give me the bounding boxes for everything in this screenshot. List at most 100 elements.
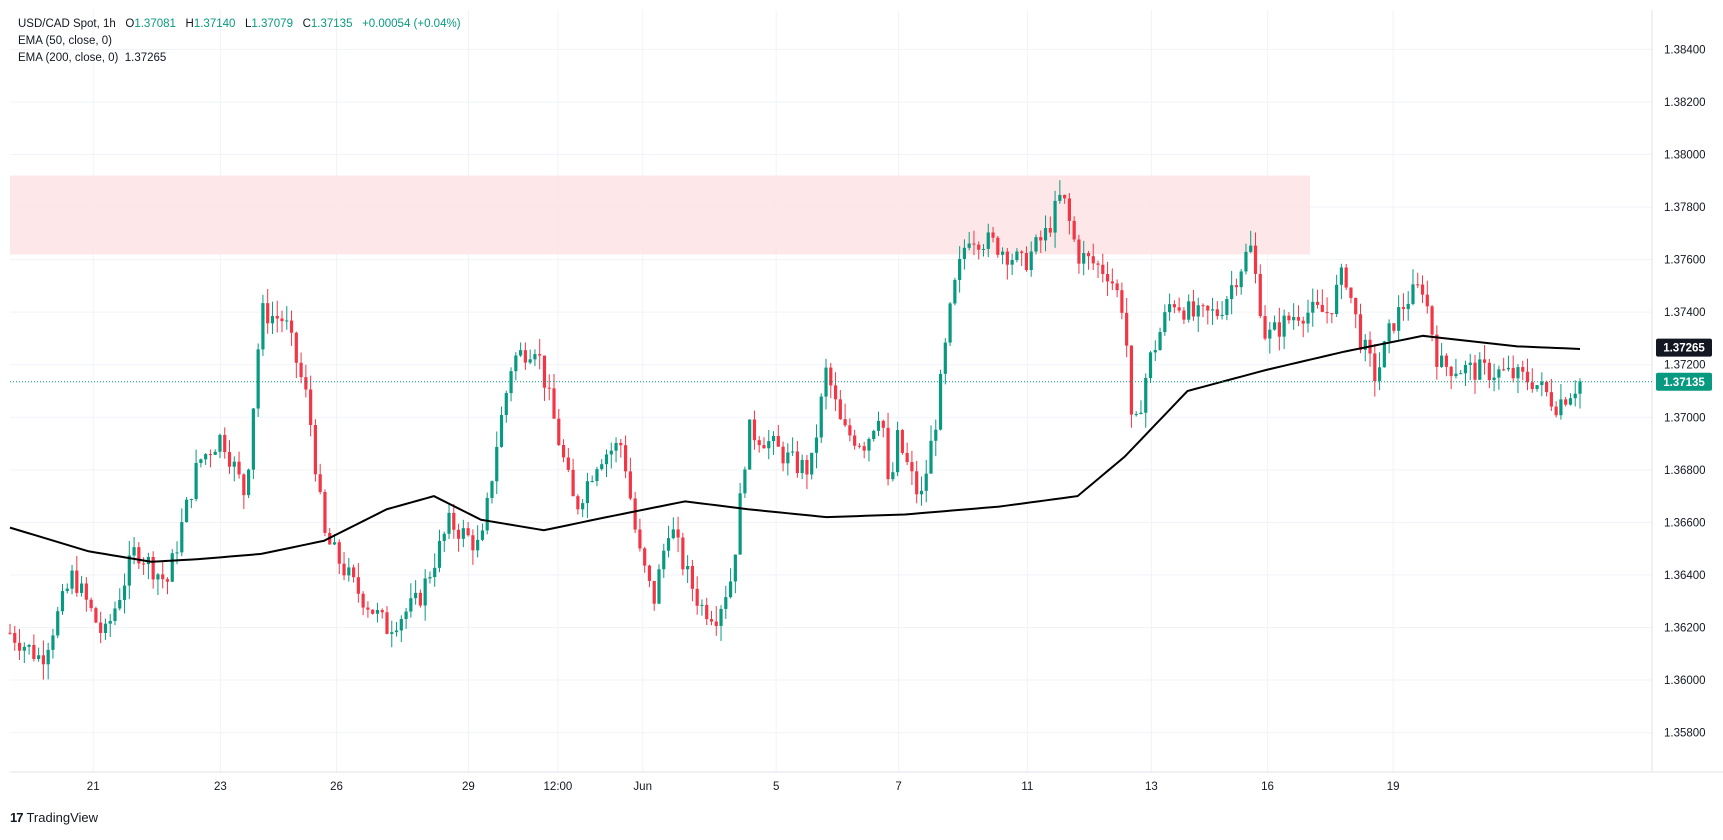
candle-down bbox=[1110, 281, 1114, 284]
candle-down bbox=[1125, 312, 1129, 346]
candle-down bbox=[571, 469, 575, 497]
candle-down bbox=[84, 583, 88, 600]
y-tick-label: 1.38400 bbox=[1664, 44, 1706, 56]
x-tick-label: 5 bbox=[773, 781, 779, 793]
candle-down bbox=[466, 528, 470, 536]
candle-down bbox=[1191, 301, 1196, 317]
candle-down bbox=[1201, 305, 1205, 307]
candle-up bbox=[1559, 399, 1563, 416]
legend-low-label: L bbox=[245, 18, 252, 30]
candle-down bbox=[1435, 334, 1439, 367]
candle-down bbox=[1549, 392, 1553, 407]
candle-up bbox=[213, 451, 217, 455]
candle-up bbox=[347, 567, 351, 576]
candle-down bbox=[1554, 406, 1558, 416]
candle-down bbox=[991, 232, 995, 238]
ema200-line bbox=[9, 334, 1581, 563]
candle-down bbox=[1077, 239, 1081, 264]
candle-up bbox=[180, 522, 184, 553]
candle-up bbox=[929, 440, 933, 474]
candle-down bbox=[857, 445, 862, 447]
candle-up bbox=[399, 619, 403, 631]
candle-down bbox=[900, 430, 904, 453]
legend-ema50-row[interactable]: EMA (50, close, 0) bbox=[18, 33, 461, 50]
candle-down bbox=[552, 388, 556, 419]
legend-symbol: USD/CAD Spot, 1h bbox=[18, 18, 116, 30]
x-tick-label: 13 bbox=[1145, 781, 1158, 793]
candle-down bbox=[371, 609, 375, 614]
candle-down bbox=[75, 570, 79, 593]
candle-down bbox=[309, 389, 313, 426]
candle-up bbox=[332, 542, 337, 545]
candle-up bbox=[819, 396, 823, 438]
candle-up bbox=[1210, 309, 1215, 311]
candle-down bbox=[1024, 252, 1029, 270]
candle-up bbox=[686, 566, 690, 570]
candle-down bbox=[94, 608, 98, 623]
candle-down bbox=[1296, 317, 1301, 321]
candle-up bbox=[986, 232, 990, 249]
candle-down bbox=[280, 318, 284, 322]
candle-up bbox=[256, 349, 260, 409]
legend-ema200-row[interactable]: EMA (200, close, 0) 1.37265 bbox=[18, 50, 461, 67]
candle-down bbox=[385, 612, 389, 634]
candle-down bbox=[242, 474, 246, 496]
candle-down bbox=[853, 435, 857, 446]
candle-down bbox=[547, 387, 551, 389]
y-tick-label: 1.36000 bbox=[1664, 675, 1706, 687]
candle-up bbox=[1139, 412, 1143, 414]
candle-up bbox=[876, 420, 881, 431]
candle-down bbox=[456, 529, 461, 539]
candle-up bbox=[1163, 312, 1167, 333]
y-tick-label: 1.37200 bbox=[1664, 360, 1706, 372]
candle-up bbox=[199, 459, 203, 463]
candle-up bbox=[437, 540, 442, 568]
resistance-zone bbox=[10, 175, 1310, 255]
candle-up bbox=[270, 315, 275, 324]
candle-down bbox=[227, 452, 232, 467]
candle-down bbox=[165, 579, 170, 582]
candle-up bbox=[1497, 369, 1501, 378]
candle-up bbox=[27, 644, 31, 647]
candle-up bbox=[1411, 284, 1415, 304]
candle-up bbox=[1440, 355, 1444, 367]
candle-down bbox=[619, 442, 623, 446]
candle-down bbox=[752, 419, 757, 441]
candle-down bbox=[323, 491, 327, 533]
candle-up bbox=[1540, 381, 1544, 386]
candle-up bbox=[953, 279, 957, 304]
candle-up bbox=[1397, 307, 1401, 331]
candle-down bbox=[1234, 285, 1239, 288]
candle-up bbox=[962, 247, 967, 259]
candle-up bbox=[1168, 304, 1172, 313]
candle-down bbox=[1039, 237, 1043, 241]
candle-up bbox=[609, 450, 613, 455]
candle-up bbox=[943, 342, 947, 374]
tradingview-brand[interactable]: 17 TradingView bbox=[10, 810, 98, 825]
candle-up bbox=[127, 555, 131, 586]
candle-down bbox=[1349, 287, 1353, 298]
candle-up bbox=[51, 635, 55, 650]
legend-open-label: O bbox=[125, 18, 135, 30]
candle-up bbox=[175, 552, 179, 554]
candle-down bbox=[862, 446, 866, 451]
candle-down bbox=[1129, 345, 1134, 415]
y-tick-label: 1.37000 bbox=[1664, 412, 1706, 424]
candle-up bbox=[614, 442, 618, 451]
candle-down bbox=[843, 419, 847, 426]
candle-up bbox=[170, 553, 174, 582]
candle-down bbox=[1072, 220, 1076, 240]
candle-down bbox=[1263, 316, 1267, 339]
candle-down bbox=[757, 440, 761, 446]
candle-down bbox=[1502, 369, 1506, 371]
candle-up bbox=[771, 435, 776, 442]
x-tick-label: 21 bbox=[87, 781, 100, 793]
candle-down bbox=[1067, 198, 1071, 221]
x-tick-label: 23 bbox=[214, 781, 227, 793]
candle-up bbox=[156, 574, 160, 580]
candle-down bbox=[690, 566, 695, 589]
candle-down bbox=[313, 425, 318, 475]
candle-up bbox=[767, 441, 771, 449]
